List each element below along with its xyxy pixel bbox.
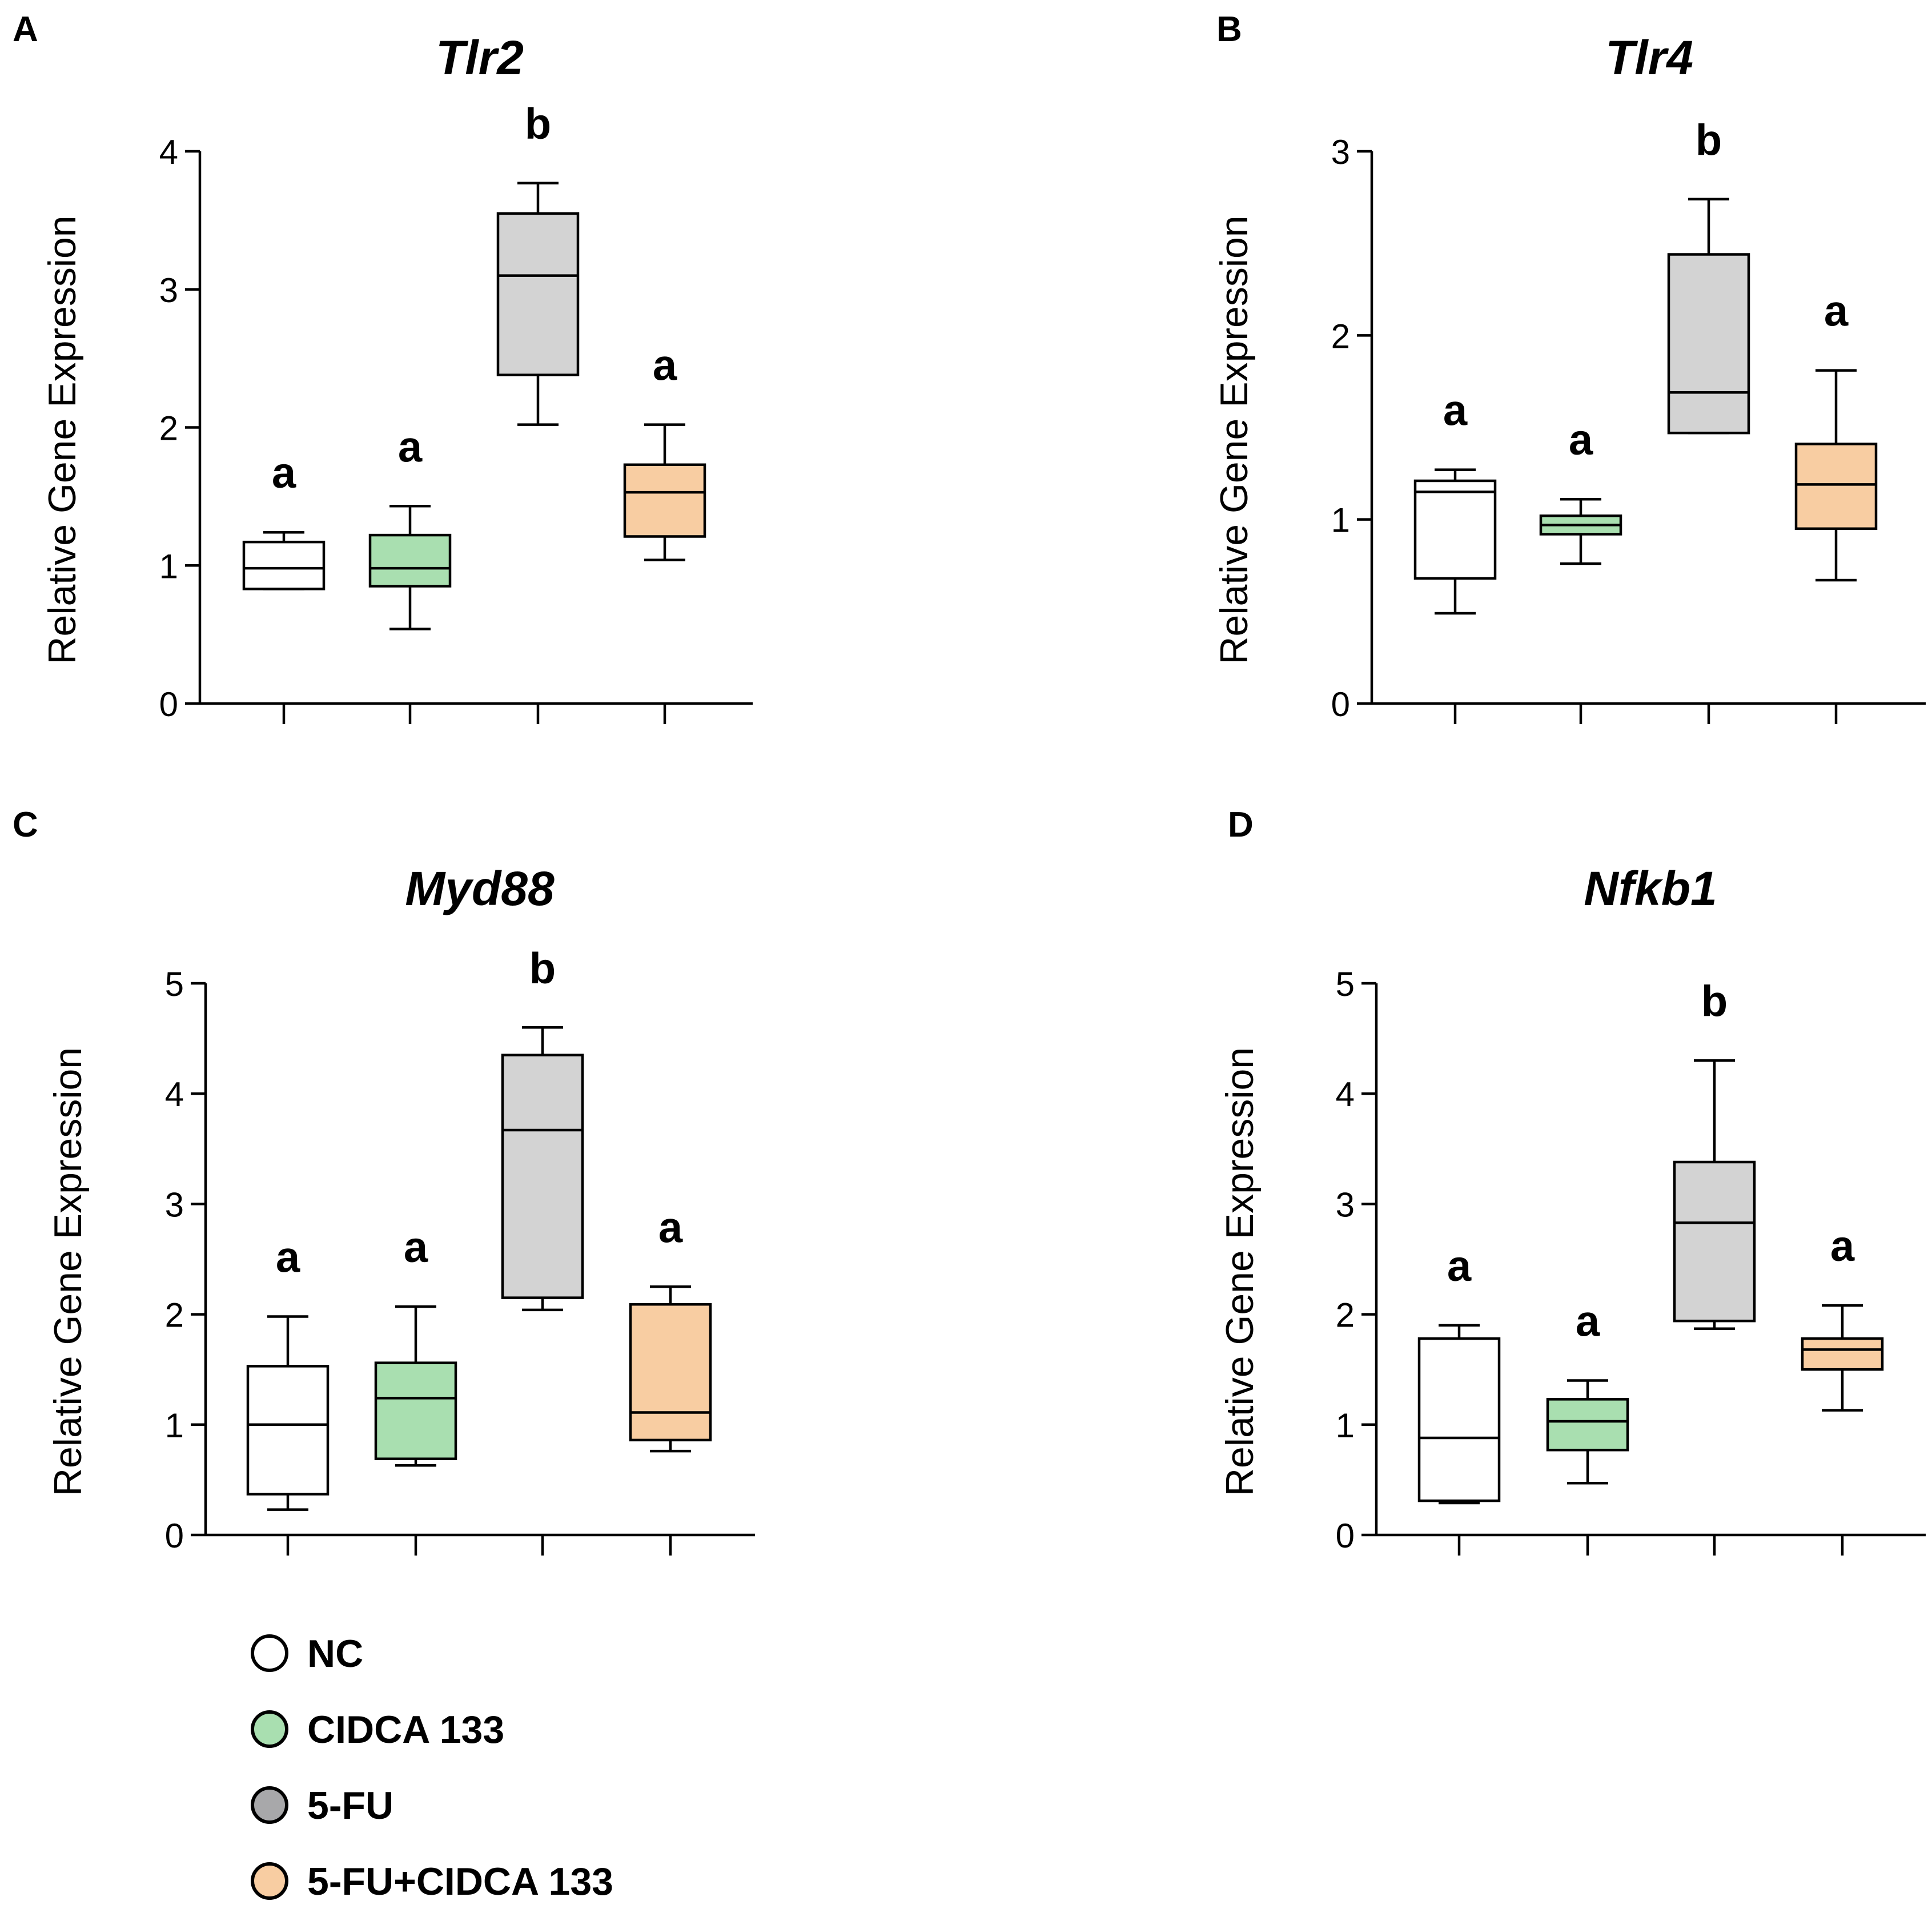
box-iqr (1794, 443, 1878, 530)
box-iqr (1417, 1337, 1501, 1502)
box-iqr (1667, 253, 1750, 435)
y-tick-label: 0 (1331, 685, 1350, 724)
y-axis-label: Relative Gene Expression (46, 1047, 90, 1496)
significance-letter: b (529, 944, 556, 992)
box-iqr (374, 1361, 457, 1460)
box-5-fu: b (1667, 116, 1750, 724)
y-tick-label: 2 (1336, 1296, 1355, 1335)
box-cidca-133: a (1539, 416, 1622, 724)
box-iqr (1413, 479, 1497, 580)
box-cidca-133: a (374, 1223, 457, 1556)
box-5-fu: b (1673, 977, 1756, 1556)
box-nc: a (1417, 1242, 1501, 1556)
significance-letter: a (276, 1233, 300, 1281)
significance-letter: a (404, 1223, 428, 1272)
y-tick-label: 0 (165, 1517, 184, 1555)
box-5-fu-cidca-133: a (623, 341, 706, 724)
chart-panel-b: B Tlr4 Relative Gene Expression 0 1 2 3 a a b a (1212, 10, 1926, 724)
legend-label: 5-FU (307, 1784, 393, 1827)
panel-letter: A (13, 10, 38, 49)
box-5-fu-cidca-133: a (1794, 287, 1878, 724)
box-cidca-133: a (368, 423, 452, 724)
chart-title: Myd88 (405, 862, 555, 915)
y-tick-label: 1 (1331, 501, 1350, 540)
significance-letter: b (1696, 116, 1722, 164)
y-tick-label: 4 (165, 1075, 184, 1114)
y-tick-label: 3 (159, 271, 178, 310)
box-5-fu-cidca-133: a (629, 1203, 712, 1556)
significance-letter: b (1701, 977, 1728, 1026)
y-tick-label: 5 (1336, 965, 1355, 1003)
box-5-fu: b (501, 944, 584, 1556)
significance-letter: a (1576, 1297, 1600, 1346)
legend-label: NC (307, 1632, 363, 1675)
significance-letter: a (1443, 387, 1468, 435)
legend: NC CIDCA 133 5-FU 5-FU+CIDCA 133 (251, 1632, 613, 1903)
chart-panel-c: C Myd88 Relative Gene Expression 0 1 2 3 4 5 a a b a (13, 805, 755, 1556)
legend-swatch (251, 1786, 288, 1824)
significance-letter: a (272, 449, 296, 497)
box-iqr (1673, 1160, 1756, 1323)
legend-swatch (251, 1634, 288, 1672)
y-tick-label: 5 (165, 965, 184, 1003)
chart-title: Nfkb1 (1584, 862, 1717, 915)
y-tick-label: 1 (165, 1406, 184, 1445)
chart-panel-a: A Tlr2 Relative Gene Expression 0 1 2 3 4 a a b a (13, 10, 753, 724)
y-tick-label: 1 (159, 547, 178, 585)
panel-letter: D (1228, 805, 1254, 845)
y-tick-label: 3 (165, 1185, 184, 1224)
box-5-fu: b (496, 100, 580, 724)
y-tick-label: 4 (1336, 1075, 1355, 1114)
significance-letter: a (653, 341, 677, 390)
y-tick-label: 2 (165, 1296, 184, 1335)
significance-letter: a (1447, 1242, 1472, 1291)
panel-letter: C (13, 805, 38, 845)
chart-panel-d: D Nfkb1 Relative Gene Expression 0 1 2 3 4 5 a a b a (1218, 805, 1926, 1556)
significance-letter: a (1569, 416, 1593, 464)
box-iqr (629, 1303, 712, 1442)
legend-label: CIDCA 133 (307, 1708, 504, 1751)
box-iqr (246, 1365, 330, 1496)
legend-item: 5-FU (251, 1784, 393, 1827)
box-nc: a (242, 449, 326, 724)
y-tick-label: 0 (159, 685, 178, 724)
y-tick-label: 2 (1331, 317, 1350, 355)
legend-swatch (251, 1710, 288, 1748)
box-iqr (496, 212, 580, 376)
chart-title: Tlr4 (1605, 31, 1693, 85)
box-nc: a (246, 1233, 330, 1556)
y-tick-label: 3 (1331, 133, 1350, 171)
legend-label: 5-FU+CIDCA 133 (307, 1860, 613, 1903)
box-iqr (1801, 1337, 1884, 1371)
box-cidca-133: a (1546, 1297, 1629, 1556)
significance-letter: b (525, 100, 551, 148)
y-tick-label: 1 (1336, 1406, 1355, 1445)
box-iqr (242, 540, 326, 590)
box-5-fu-cidca-133: a (1801, 1222, 1884, 1556)
legend-item: CIDCA 133 (251, 1708, 504, 1751)
box-nc: a (1413, 387, 1497, 724)
y-tick-label: 2 (159, 409, 178, 448)
significance-letter: a (1824, 287, 1849, 336)
chart-title: Tlr2 (436, 31, 524, 85)
box-iqr (623, 463, 706, 538)
box-iqr (368, 533, 452, 588)
y-tick-label: 0 (1336, 1517, 1355, 1555)
legend-item: NC (251, 1632, 363, 1675)
y-tick-label: 3 (1336, 1185, 1355, 1224)
y-tick-label: 4 (159, 133, 178, 171)
legend-item: 5-FU+CIDCA 133 (251, 1860, 613, 1903)
significance-letter: a (1830, 1222, 1855, 1271)
y-axis-label: Relative Gene Expression (41, 215, 84, 664)
y-axis-label: Relative Gene Expression (1218, 1047, 1262, 1496)
box-iqr (1546, 1398, 1629, 1452)
significance-letter: a (658, 1203, 683, 1252)
panel-letter: B (1216, 10, 1242, 49)
legend-swatch (251, 1862, 288, 1900)
box-iqr (501, 1054, 584, 1299)
significance-letter: a (398, 423, 423, 471)
y-axis-label: Relative Gene Expression (1212, 215, 1256, 664)
